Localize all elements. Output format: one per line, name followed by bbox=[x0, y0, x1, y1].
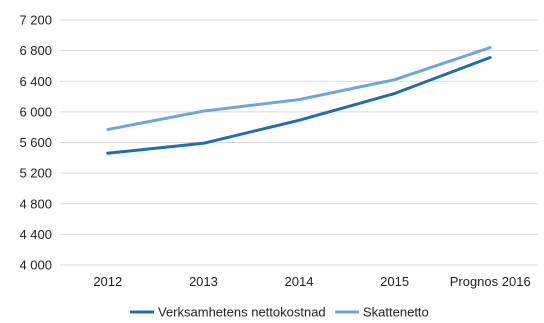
legend-label: Verksamhetens nettokostnad bbox=[158, 305, 326, 320]
x-tick-label: 2015 bbox=[380, 274, 409, 289]
y-tick-label: 6 400 bbox=[19, 74, 52, 89]
y-tick-label: 5 200 bbox=[19, 166, 52, 181]
y-axis: 4 000 4 400 4 800 5 200 5 600 6 000 6 400 6 800… bbox=[19, 13, 52, 273]
x-tick-label: 2014 bbox=[285, 274, 314, 289]
legend: Verksamhetens nettokostnad Skattenetto bbox=[130, 305, 429, 320]
x-axis: 2012 2013 2014 2015 Prognos 2016 bbox=[93, 274, 530, 289]
y-tick-label: 4 400 bbox=[19, 227, 52, 242]
x-tick-label: 2013 bbox=[189, 274, 218, 289]
y-tick-label: 7 200 bbox=[19, 13, 52, 28]
y-tick-label: 5 600 bbox=[19, 135, 52, 150]
y-tick-label: 6 800 bbox=[19, 43, 52, 58]
x-tick-label: Prognos 2016 bbox=[450, 274, 531, 289]
series-line-0 bbox=[106, 56, 492, 155]
legend-label: Skattenetto bbox=[363, 305, 429, 320]
series-lines bbox=[106, 46, 492, 155]
y-tick-label: 6 000 bbox=[19, 104, 52, 119]
gridlines bbox=[60, 19, 538, 266]
y-tick-label: 4 000 bbox=[19, 258, 52, 273]
series-line-1 bbox=[106, 46, 492, 131]
y-tick-label: 4 800 bbox=[19, 196, 52, 211]
x-tick-label: 2012 bbox=[93, 274, 122, 289]
